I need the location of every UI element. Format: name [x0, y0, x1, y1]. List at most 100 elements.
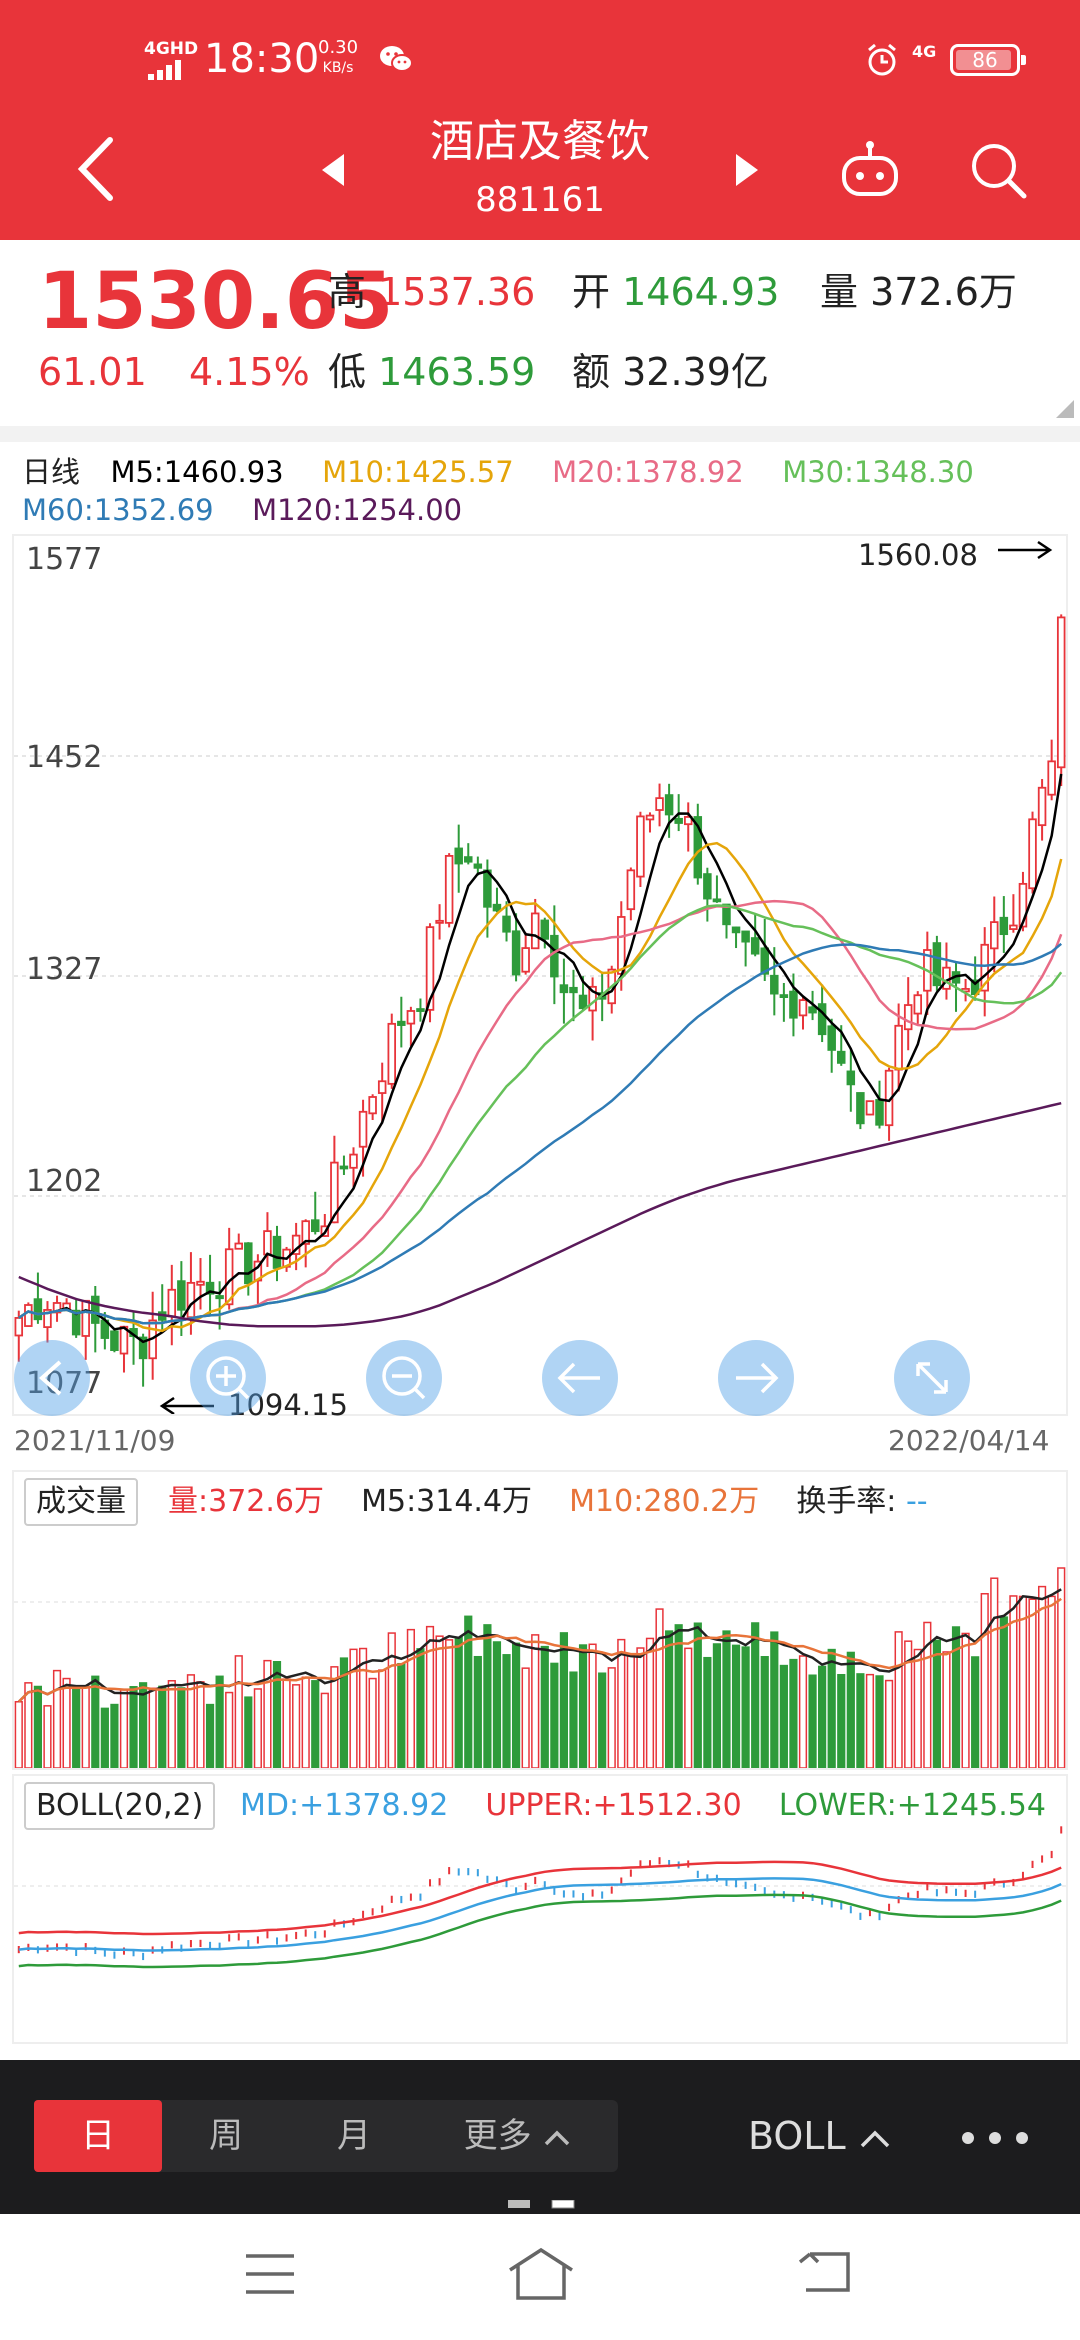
- volume-bar: [779, 1664, 788, 1769]
- sector-code: 881161: [475, 180, 605, 220]
- tab-month[interactable]: 月: [337, 2116, 371, 2156]
- open-row: 开 1464.93: [572, 262, 779, 322]
- candle-body: [636, 815, 645, 878]
- boll-md-line: [18, 1877, 1062, 1952]
- volume-value: 372.6万: [870, 270, 1017, 314]
- prev-sector-icon[interactable]: [318, 150, 348, 190]
- signal-icon: [148, 60, 181, 80]
- volume-row: 量 372.6万: [820, 262, 1017, 322]
- volume-bar: [445, 1639, 454, 1769]
- volume-bar: [244, 1696, 253, 1769]
- candle-body: [703, 873, 712, 900]
- volume-bar: [253, 1688, 262, 1769]
- candle-body: [990, 921, 999, 950]
- scroll-left-button[interactable]: [14, 1340, 90, 1416]
- candle-body: [1047, 760, 1056, 796]
- turnover-value: --: [905, 1484, 928, 1519]
- expand-corner-icon[interactable]: [1056, 400, 1074, 418]
- ma60-line: [18, 942, 1062, 1325]
- boll-chart[interactable]: [12, 1774, 1068, 2044]
- ma-legend-row-1: 日线 M5:1460.93 M10:1425.57 M20:1378.92 M3…: [22, 452, 974, 492]
- zoom-in-button[interactable]: [190, 1340, 266, 1416]
- volume-bar: [712, 1643, 722, 1769]
- candle-body: [167, 1288, 177, 1318]
- zoom-out-button[interactable]: [366, 1340, 442, 1416]
- low-row: 低 1463.59: [328, 342, 535, 402]
- back-icon[interactable]: [796, 2248, 856, 2298]
- volume-bar: [808, 1674, 817, 1769]
- volume-bar: [703, 1656, 712, 1769]
- next-sector-icon[interactable]: [732, 150, 762, 190]
- pan-right-button[interactable]: [718, 1340, 794, 1416]
- volume-bar: [301, 1676, 310, 1769]
- volume-bar: [91, 1675, 100, 1769]
- search-icon[interactable]: [966, 138, 1030, 202]
- tab-more[interactable]: 更多: [418, 2100, 618, 2172]
- candle-body: [138, 1336, 148, 1360]
- candlestick-svg: [14, 540, 1066, 1416]
- low-value: 1463.59: [378, 350, 536, 394]
- candle-body: [244, 1242, 253, 1285]
- volume-bar: [511, 1642, 521, 1769]
- chevron-left-icon: [38, 1360, 62, 1396]
- quote-panel: 1530.65 61.01 4.15% 高 1537.36 开 1464.93 …: [0, 240, 1080, 426]
- candle-body: [339, 1165, 349, 1170]
- ma120-line: [18, 1101, 1062, 1328]
- divider: [0, 426, 1080, 442]
- candle-body: [483, 869, 492, 908]
- low-marker-label: 1094.15: [228, 1388, 348, 1422]
- menu-icon[interactable]: [244, 2252, 296, 2296]
- candlestick-chart[interactable]: [12, 534, 1068, 1416]
- tab-day[interactable]: 日: [34, 2100, 162, 2172]
- back-arrow-icon[interactable]: [70, 134, 120, 204]
- tab-week[interactable]: 周: [209, 2116, 243, 2156]
- robot-assistant-icon[interactable]: [838, 140, 902, 200]
- high-row: 高 1537.36: [328, 262, 535, 322]
- candle-body: [1037, 786, 1047, 827]
- volume-bar: [531, 1634, 540, 1769]
- y-label-1577: 1577: [26, 542, 103, 577]
- ma60-value: M60:1352.69: [22, 493, 214, 527]
- volume-indicator-button[interactable]: 成交量: [24, 1478, 138, 1526]
- candle-body: [655, 797, 664, 811]
- boll-indicator-button[interactable]: BOLL(20,2): [24, 1782, 216, 1830]
- candle-body: [33, 1298, 43, 1321]
- volume-chart[interactable]: [12, 1470, 1068, 1770]
- high-value: 1537.36: [378, 270, 536, 314]
- volume-bar: [33, 1685, 43, 1769]
- volume-bar: [311, 1680, 320, 1769]
- turnover-label: 换手率:: [796, 1484, 897, 1519]
- boll-md: MD:+1378.92: [240, 1788, 449, 1823]
- candle-body: [301, 1220, 310, 1245]
- volume-bar: [129, 1686, 138, 1769]
- indicator-selector[interactable]: BOLL: [748, 2100, 892, 2172]
- volume-bar: [1047, 1595, 1056, 1769]
- more-menu-icon[interactable]: [960, 2130, 1030, 2146]
- candle-body: [24, 1304, 33, 1327]
- fullscreen-button[interactable]: [894, 1340, 970, 1416]
- home-icon[interactable]: [506, 2246, 576, 2302]
- volume-bar: [798, 1655, 808, 1769]
- candle-body: [999, 916, 1009, 936]
- candle-body: [664, 794, 674, 816]
- alarm-icon: [868, 43, 896, 76]
- change-value: 61.01: [38, 350, 147, 394]
- volume-bar: [502, 1654, 511, 1769]
- network-speed: 0.30 KB/s: [318, 37, 359, 77]
- volume-bar: [655, 1608, 664, 1769]
- volume-bar: [559, 1632, 569, 1769]
- pan-left-button[interactable]: [542, 1340, 618, 1416]
- amount-label: 额: [572, 350, 611, 394]
- candle-body: [14, 1317, 24, 1337]
- volume-bar: [626, 1654, 635, 1769]
- volume-bar: [636, 1647, 645, 1769]
- candle-body: [1009, 924, 1018, 930]
- wechat-icon: [380, 46, 413, 72]
- volume-bar: [645, 1637, 655, 1769]
- volume-bar: [693, 1622, 702, 1769]
- candle-body: [454, 847, 463, 865]
- volume-bar: [990, 1577, 999, 1769]
- arrow-right-icon: [736, 1362, 779, 1394]
- volume-bar: [827, 1648, 836, 1769]
- candle-body: [760, 947, 769, 975]
